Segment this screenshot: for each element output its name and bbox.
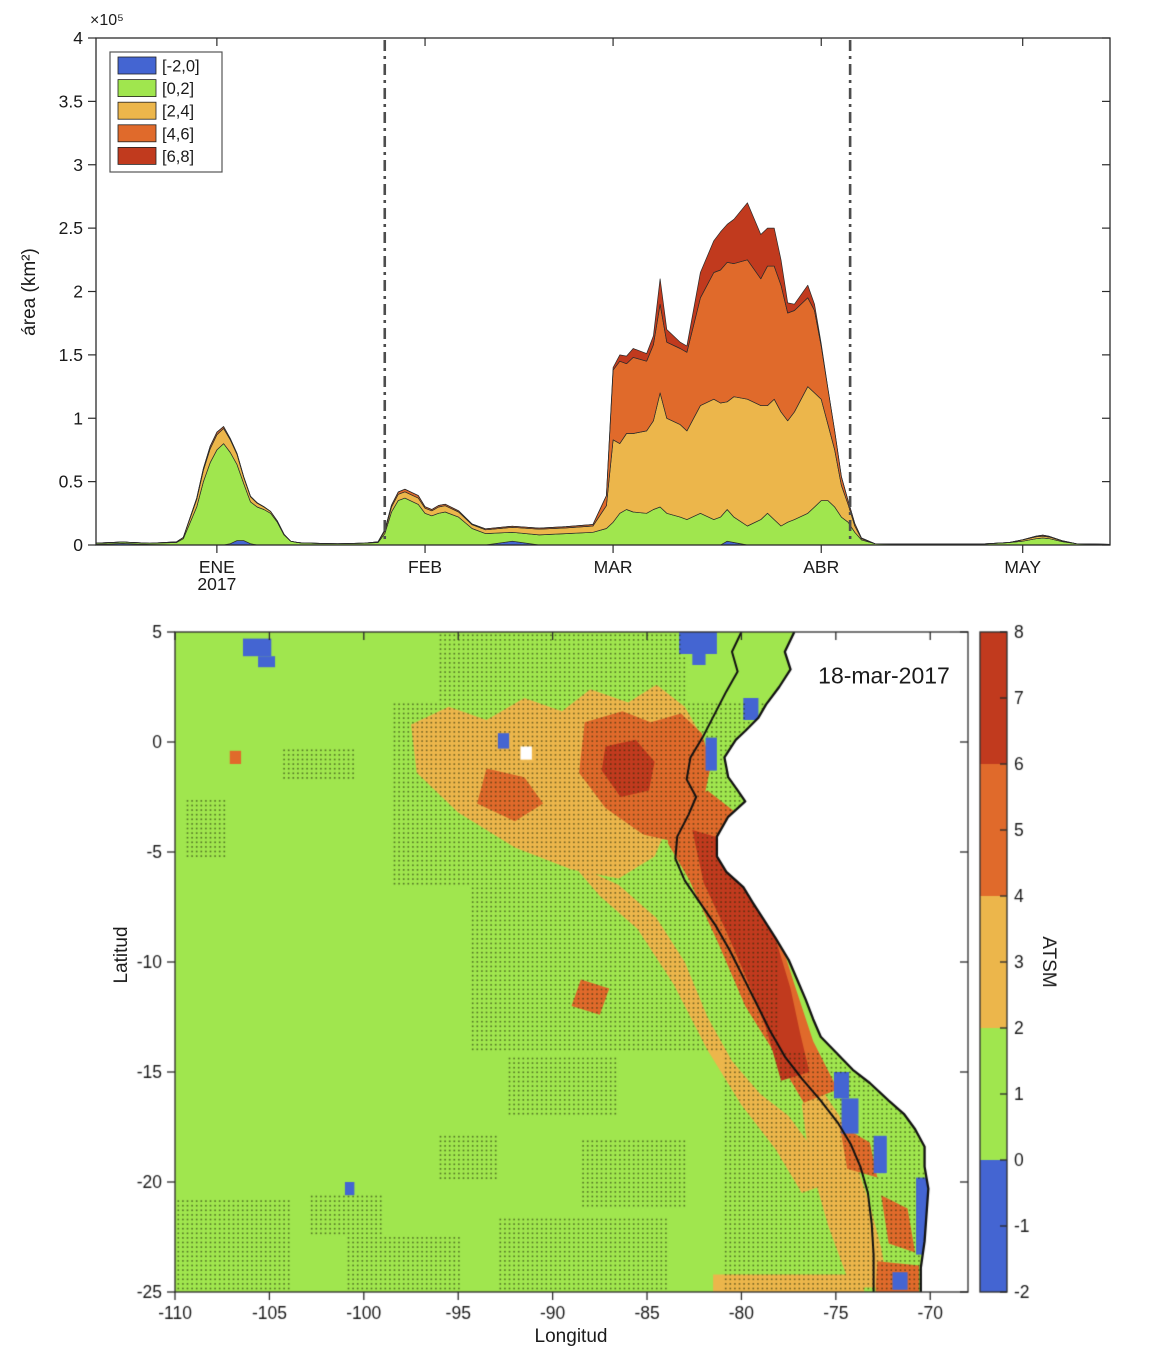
svg-text:FEB: FEB xyxy=(408,557,442,577)
svg-text:1.5: 1.5 xyxy=(59,345,83,365)
legend-swatch xyxy=(117,79,157,97)
svg-text:0: 0 xyxy=(73,535,83,555)
svg-text:3.5: 3.5 xyxy=(59,91,83,111)
svg-text:1: 1 xyxy=(73,408,83,428)
svg-text:4: 4 xyxy=(73,28,83,48)
y-axis-label: área (km²) xyxy=(19,248,40,336)
legend-swatch xyxy=(117,56,157,75)
map-x-axis-label: Longitud xyxy=(534,1326,608,1347)
svg-text:2: 2 xyxy=(73,282,83,302)
colorbar-label: ATSM xyxy=(1038,936,1059,988)
map-y-axis-label: Latitud xyxy=(111,926,132,984)
svg-text:MAR: MAR xyxy=(594,557,633,577)
svg-text:3: 3 xyxy=(73,155,83,175)
svg-text:MAY: MAY xyxy=(1004,557,1041,577)
anomaly-map xyxy=(0,600,1158,1354)
legend-swatch xyxy=(117,146,157,165)
svg-text:2.5: 2.5 xyxy=(59,218,83,238)
legend-label: [6,8] xyxy=(162,148,194,166)
svg-text:0.5: 0.5 xyxy=(59,472,83,492)
svg-text:ABR: ABR xyxy=(803,557,839,577)
stacked-area-chart: 0 0.5 1 1.5 2 2.5 3 3.5 4 ENE FEB MAR ABR MAY 2017 [-2,… xyxy=(59,28,1111,594)
map-date-title: 18-mar-2017 xyxy=(818,662,950,689)
legend-label: [-2,0] xyxy=(162,58,200,76)
legend-label: [4,6] xyxy=(162,125,194,143)
legend-swatch xyxy=(117,124,157,143)
y-axis-exponent-label: ×10⁵ xyxy=(90,12,124,29)
legend-label: [2,4] xyxy=(162,103,194,121)
legend-label: [0,2] xyxy=(162,80,194,98)
svg-text:ENE: ENE xyxy=(199,557,235,577)
year-label: 2017 xyxy=(197,574,236,594)
legend-swatch xyxy=(117,101,157,120)
